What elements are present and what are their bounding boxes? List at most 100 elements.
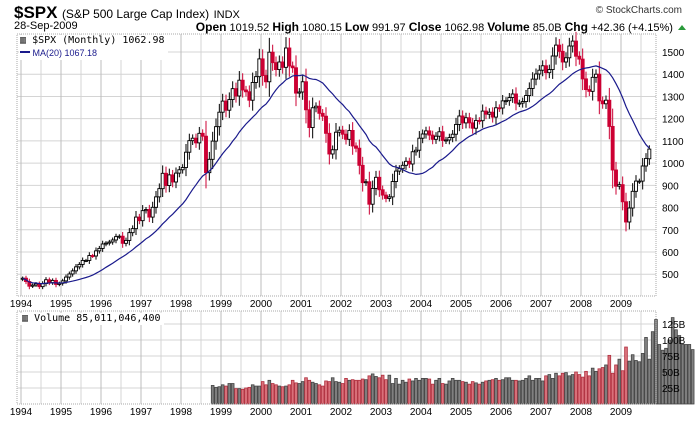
candle-down [240, 79, 245, 91]
candle-down [584, 78, 588, 91]
volume-x-tick-label: 1994 [10, 407, 33, 418]
price-x-tick-label: 2004 [410, 299, 433, 310]
candle-up [390, 181, 395, 198]
candle-up [644, 157, 648, 167]
candle-up [510, 93, 515, 99]
volume-bar-up [634, 360, 638, 405]
volume-bar-down [280, 386, 285, 405]
volume-value: 85.0B [532, 22, 562, 34]
volume-bar-up [510, 379, 515, 405]
price-x-tick-label: 1997 [130, 299, 153, 310]
volume-bar-up [464, 381, 468, 405]
volume-bar-down [427, 378, 432, 405]
candle-up [80, 259, 85, 265]
volume-bar-up [420, 377, 425, 405]
candle-up [130, 228, 135, 234]
volume-bar-down [384, 379, 388, 405]
chg-label: Chg [564, 20, 588, 34]
volume-bar-down [624, 346, 628, 405]
candle-down [204, 135, 208, 174]
price-y-tick-label: 1300 [662, 92, 685, 103]
volume-bar-up [594, 370, 598, 405]
price-x-tick-label: 2006 [490, 299, 513, 310]
candle-down [620, 184, 625, 203]
candle-down [357, 147, 362, 166]
candle-up [184, 151, 188, 168]
candle-down [247, 91, 252, 101]
candle-up [394, 170, 398, 182]
candle-up [567, 45, 572, 59]
candle-down [304, 81, 308, 111]
volume-bar-up [310, 381, 315, 405]
symbol-description: (S&P 500 Large Cap Index) [61, 7, 210, 21]
price-grid [17, 34, 656, 296]
symbol: $SPX [14, 3, 58, 22]
volume-x-tick-label: 2003 [370, 407, 393, 418]
volume-bar-down [587, 375, 592, 405]
candle-up [110, 239, 115, 243]
price-x-tick-label: 2009 [610, 299, 633, 310]
candle-up [447, 137, 452, 141]
candle-down [317, 105, 322, 114]
close-label: Close [408, 20, 442, 34]
volume-x-tick-label: 2005 [450, 407, 473, 418]
candle-up [627, 207, 632, 223]
volume-x-tick-label: 2004 [410, 407, 433, 418]
volume-bar-up [684, 344, 688, 405]
volume-bar-down [460, 381, 465, 405]
candle-down [407, 160, 412, 165]
candle-up [630, 190, 635, 209]
volume-bar-down [620, 370, 625, 405]
volume-bar-up [444, 383, 448, 405]
candle-up [634, 180, 638, 192]
candle-up [64, 276, 68, 282]
chart-title: $SPX (S&P 500 Large Cap Index) INDX [14, 3, 240, 23]
candle-up [540, 65, 545, 71]
candle-down [497, 107, 502, 110]
volume-bar-up [687, 344, 692, 405]
candle-up [177, 169, 182, 174]
high-label: High [272, 20, 300, 34]
candle-down [137, 216, 142, 222]
candle-down [430, 134, 435, 140]
volume-bar-down [600, 367, 605, 405]
candle-up [214, 126, 218, 142]
volume-bar-up [374, 376, 378, 405]
candle-up [507, 97, 512, 102]
volume-bar-down [244, 387, 248, 405]
candle-up [210, 140, 215, 160]
price-y-tick-label: 1100 [662, 137, 684, 148]
volume-bar-up [277, 385, 282, 405]
volume-bar-down [597, 368, 602, 405]
candle-down [470, 122, 475, 129]
volume-bar-up [387, 374, 392, 405]
candle-up [97, 247, 102, 252]
volume-label: Volume [487, 20, 530, 34]
candle-up [487, 111, 492, 115]
volume-bar-down [407, 378, 412, 405]
price-y-tick-label: 900 [662, 181, 679, 192]
volume-bar-up [670, 317, 675, 405]
candle-down [440, 131, 445, 141]
volume-bar-down [260, 381, 265, 405]
candle-down [164, 172, 168, 186]
volume-bar-up [590, 367, 595, 405]
volume-bar-up [447, 380, 452, 405]
price-x-tick-label: 2003 [370, 299, 393, 310]
volume-x-tick-label: 2008 [570, 407, 593, 418]
volume-bar-up [267, 379, 272, 405]
candle-down [484, 110, 488, 115]
volume-bar-up [394, 377, 398, 405]
candle-down [384, 194, 388, 199]
volume-bar-up [410, 380, 415, 405]
volume-bar-up [567, 375, 572, 405]
candle-up [70, 270, 75, 275]
volume-x-tick-label: 1996 [90, 407, 113, 418]
candle-down [327, 132, 332, 155]
candle-up [314, 105, 318, 109]
price-x-tick-label: 1994 [10, 299, 33, 310]
volume-bar-down [577, 374, 582, 405]
volume-bar-up [660, 349, 665, 405]
price-y-tick-label: 1200 [662, 115, 685, 126]
candle-up [217, 111, 222, 128]
